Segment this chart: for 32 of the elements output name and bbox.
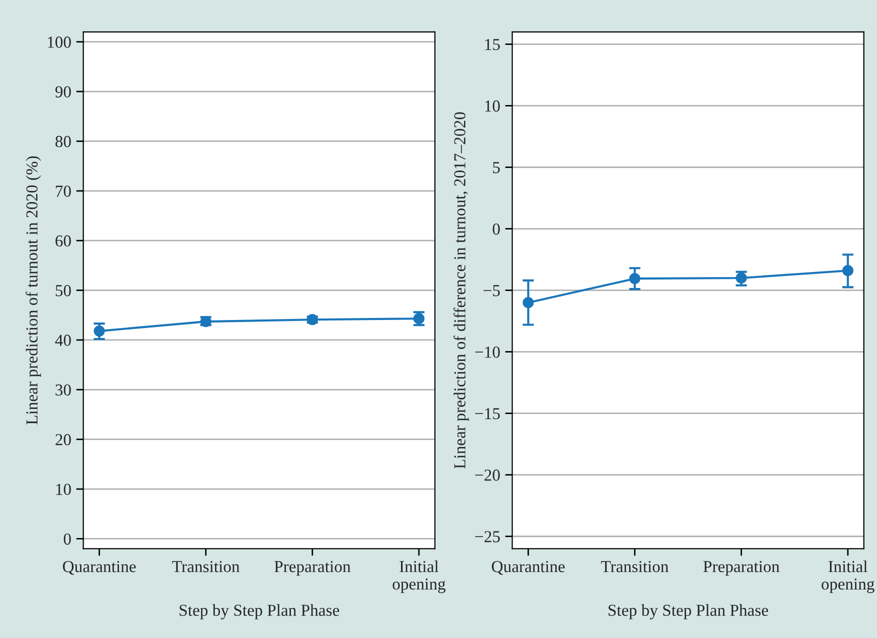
y-tick-label: 90: [55, 86, 71, 98]
y-tick-label: 5: [493, 162, 500, 174]
y-tick-label: 60: [56, 235, 71, 247]
y-axis-title: Linear prediction of difference in turnout, 2017–2020: [454, 112, 469, 469]
y-tick-label: 40: [55, 334, 71, 346]
y-tick-label: 70: [56, 186, 71, 197]
y-tick-label: 15: [485, 38, 500, 50]
x-tick-label: Initial opening: [822, 560, 874, 594]
y-tick-label: 30: [56, 384, 71, 396]
y-tick-label: −25: [475, 531, 500, 542]
x-axis-title: Step by Step Plan Phase: [608, 604, 768, 620]
y-tick-label: 100: [48, 36, 71, 48]
y-tick-label: 0: [492, 223, 500, 235]
x-tick-label: Quarantine: [492, 561, 565, 575]
y-tick-label: −5: [484, 285, 500, 296]
y-tick-label: 50: [56, 284, 71, 296]
y-tick-label: 20: [56, 434, 71, 446]
x-tick-label: Preparation: [274, 561, 351, 576]
y-tick-label: −10: [475, 346, 500, 358]
y-tick-label: −15: [475, 408, 500, 420]
y-tick-label: 80: [55, 136, 71, 148]
x-tick-label: Preparation: [703, 561, 780, 576]
y-tick-label: 10: [56, 484, 71, 495]
x-axis-title: Step by Step Plan Phase: [180, 604, 340, 620]
x-tick-label: Initial opening: [392, 560, 446, 594]
y-tick-label: −20: [475, 470, 500, 481]
x-tick-label: Quarantine: [62, 561, 136, 575]
y-axis-title: Linear prediction of turnout in 2020 (%): [26, 156, 41, 424]
x-tick-label: Transition: [601, 561, 668, 572]
y-tick-label: 10: [485, 100, 500, 112]
x-tick-label: Transition: [172, 561, 240, 572]
y-tick-label: 0: [64, 533, 71, 545]
